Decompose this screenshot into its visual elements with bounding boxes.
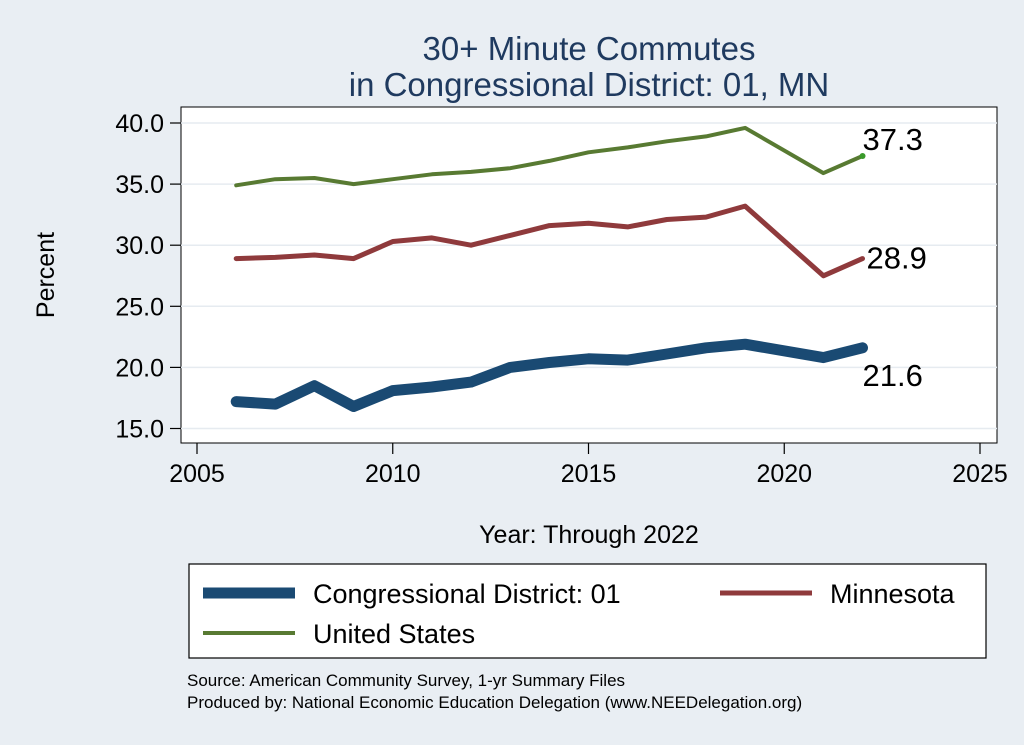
legend-label-district: Congressional District: 01 (313, 579, 621, 609)
end-labels: 21.6 28.9 37.3 (859, 122, 927, 393)
x-tick-label: 2025 (952, 460, 1008, 488)
series-lines (230, 125, 868, 412)
x-tick-label: 2015 (561, 460, 617, 488)
legend-box (188, 563, 987, 659)
y-tick-label: 30.0 (115, 232, 164, 260)
y-tick-label: 35.0 (115, 171, 164, 199)
x-tick-label: 2005 (169, 460, 225, 488)
chart-title-line-2: in Congressional District: 01, MN (349, 66, 830, 103)
y-tick-label: 40.0 (115, 110, 164, 138)
legend-label-minnesota: Minnesota (830, 579, 956, 609)
grid-lines (181, 122, 997, 430)
end-label-minnesota: 28.9 (867, 241, 927, 276)
x-tick-label: 2020 (756, 460, 812, 488)
source-note: Source: American Community Survey, 1-yr … (187, 671, 625, 690)
x-axis-title: Year: Through 2022 (479, 521, 699, 549)
chart-title-line-1: 30+ Minute Commutes (423, 30, 756, 67)
end-marker-united-states (859, 152, 866, 159)
y-axis-title: Percent (32, 232, 60, 318)
series-line-district (230, 338, 868, 412)
end-label-district: 21.6 (863, 358, 923, 393)
y-tick-label: 20.0 (115, 354, 164, 382)
produced-by-note: Produced by: National Economic Education… (187, 693, 802, 712)
axes: 15.0 20.0 25.0 30.0 35.0 40.0 2005 2010 2015 2020… (115, 110, 1007, 488)
y-tick-label: 15.0 (115, 416, 164, 444)
x-tick-label: 2010 (365, 460, 421, 488)
legend: Congressional District: 01 Minnesota Uni… (188, 563, 987, 659)
legend-label-united-states: United States (313, 619, 475, 649)
series-line-united-states (234, 125, 865, 188)
y-tick-label: 25.0 (115, 293, 164, 321)
series-line-minnesota (233, 203, 865, 279)
end-label-united-states: 37.3 (863, 122, 923, 157)
